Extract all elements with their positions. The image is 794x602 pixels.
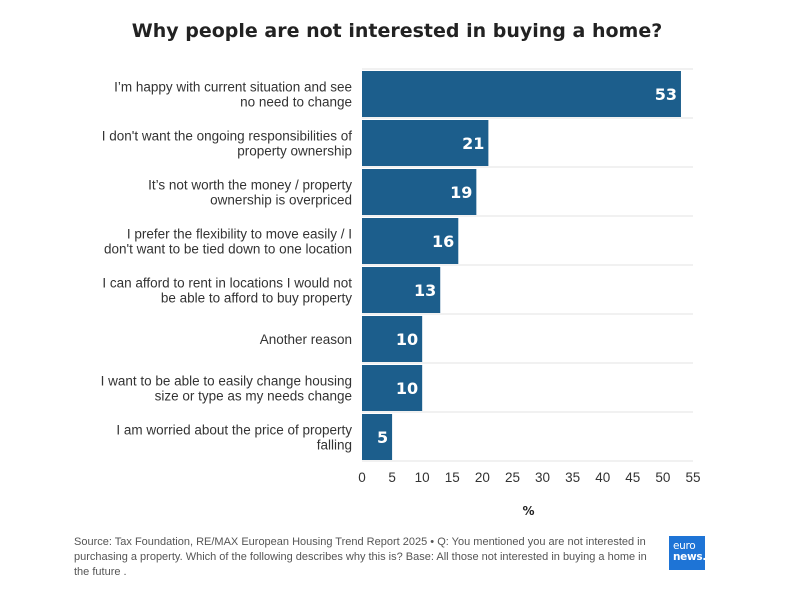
category-label: don't want to be tied down to one locati… [104, 242, 352, 257]
bar [362, 316, 423, 362]
bar [362, 120, 489, 166]
x-tick-label: 5 [388, 470, 396, 485]
source-note: Source: Tax Foundation, RE/MAX European … [74, 536, 647, 578]
euronews-logo: euro news. [669, 536, 707, 570]
logo-line-1: euro [673, 540, 696, 552]
bar [362, 169, 477, 215]
data-label: 19 [450, 183, 472, 202]
category-label: Another reason [260, 332, 352, 347]
x-tick-label: 0 [358, 470, 366, 485]
bar [362, 365, 423, 411]
bar [362, 267, 441, 313]
x-tick-label: 40 [595, 470, 610, 485]
x-tick-label: 35 [565, 470, 580, 485]
category-label: I am worried about the price of property [116, 423, 352, 438]
x-tick-label: 30 [535, 470, 550, 485]
x-tick-label: 10 [415, 470, 430, 485]
category-label: I want to be able to easily change housi… [101, 374, 352, 389]
bar [362, 218, 459, 264]
category-label: ownership is overpriced [210, 193, 352, 208]
category-label: I don't want the ongoing responsibilitie… [102, 129, 352, 144]
data-label: 5 [377, 428, 388, 447]
category-label: It’s not worth the money / property [148, 178, 352, 193]
category-label: I prefer the flexibility to move easily … [127, 227, 352, 242]
category-label: size or type as my needs change [155, 389, 352, 404]
x-tick-label: 55 [685, 470, 700, 485]
data-label: 16 [432, 232, 454, 251]
x-tick-label: 50 [655, 470, 670, 485]
bar-chart: 53 I’m happy with current situation and s… [101, 68, 701, 518]
category-label: be able to afford to buy property [161, 291, 352, 306]
x-axis-title: % [522, 504, 534, 518]
bar [362, 71, 681, 117]
x-tick-label: 45 [625, 470, 640, 485]
category-label: falling [317, 438, 352, 453]
x-tick-label: 15 [445, 470, 460, 485]
category-label: I’m happy with current situation and see [114, 80, 352, 95]
data-label: 21 [462, 134, 484, 153]
x-tick-label: 25 [505, 470, 520, 485]
data-label: 13 [414, 281, 436, 300]
bar [362, 414, 393, 460]
logo-line-2: news. [673, 551, 707, 563]
category-label: no need to change [240, 95, 352, 110]
chart-title: Why people are not interested in buying … [131, 20, 663, 42]
data-label: 53 [655, 85, 677, 104]
data-label: 10 [396, 330, 418, 349]
category-label: I can afford to rent in locations I woul… [102, 276, 352, 291]
data-label: 10 [396, 379, 418, 398]
x-tick-label: 20 [475, 470, 490, 485]
category-label: property ownership [237, 144, 352, 159]
